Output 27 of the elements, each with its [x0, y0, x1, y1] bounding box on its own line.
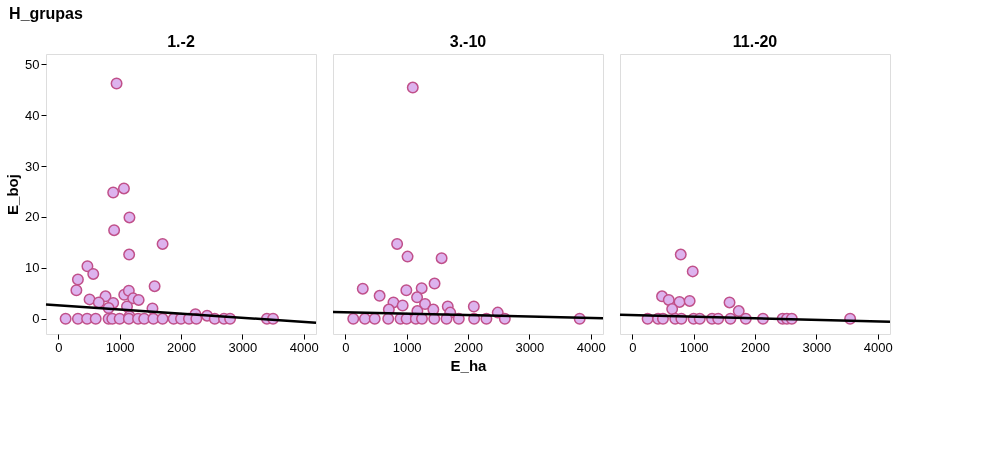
x-tick-label: 3000 [515, 339, 545, 355]
chart-title: 11.-20 [732, 33, 778, 50]
x-tick-label: 1000 [679, 339, 709, 355]
x-tick-label: 4000 [289, 339, 319, 355]
x-tick-label: 3000 [228, 339, 258, 355]
y-tick-label: 0 [32, 311, 40, 327]
x-tick-label: 2000 [741, 339, 770, 355]
x-tick-label: 3000 [802, 339, 832, 355]
chart-title: 3.-10 [449, 33, 487, 50]
x-tick-label: 1000 [392, 339, 422, 355]
x-tick-label: 4000 [576, 339, 606, 355]
y-tick-label: 40 [25, 107, 40, 123]
y-tick-label: 20 [25, 209, 40, 225]
x-tick-label: 1000 [105, 339, 135, 355]
x-tick-label: 0 [342, 339, 350, 355]
text: H_grupas [9, 4, 83, 22]
x-tick-label: 2000 [454, 339, 483, 355]
x-axis-title: E_ha [450, 356, 488, 374]
y-tick-label: 10 [25, 260, 40, 276]
chart-title: 1.-2 [167, 33, 195, 50]
x-tick-label: 0 [629, 339, 637, 355]
y-axis-title: E_boj [4, 174, 22, 215]
x-tick-label: 0 [55, 339, 63, 355]
y-tick-label: 50 [25, 56, 40, 72]
y-tick-label: 30 [25, 158, 40, 174]
x-tick-label: 4000 [863, 339, 893, 355]
x-tick-label: 2000 [167, 339, 196, 355]
